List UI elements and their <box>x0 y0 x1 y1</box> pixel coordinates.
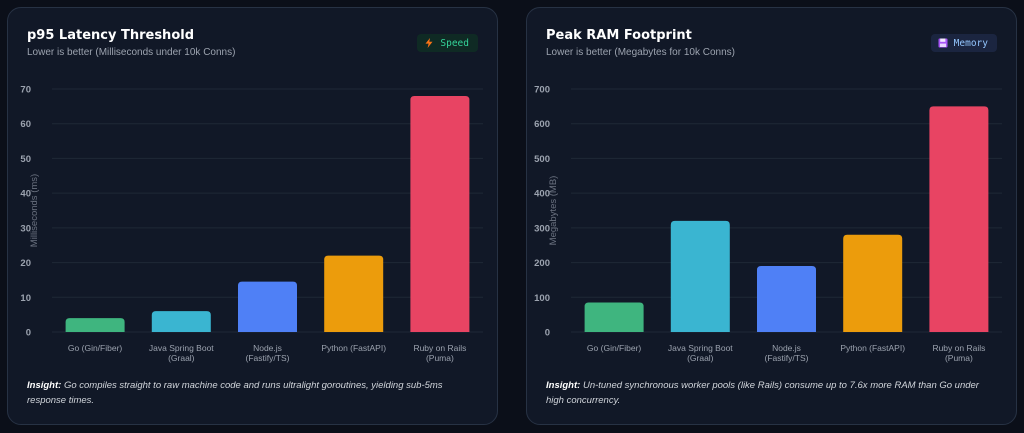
y-tick-label: 100 <box>534 293 550 304</box>
x-tick-label: Node.js (Fastify/TS) <box>246 343 290 363</box>
y-tick-label: 20 <box>20 258 31 269</box>
insight-text: Insight: Un-tuned synchronous worker poo… <box>546 378 986 408</box>
badge-label: Speed <box>440 37 469 49</box>
bar <box>843 234 903 332</box>
memory-chart-card: Peak RAM Footprint Lower is better (Mega… <box>526 7 1017 425</box>
y-tick-label: 60 <box>20 119 31 130</box>
x-tick-label: Ruby on Rails (Puma) <box>932 343 985 363</box>
y-axis-label: Megabytes (MB) <box>548 176 559 246</box>
y-tick-label: 400 <box>534 189 550 200</box>
floppy-disk-icon <box>938 38 948 48</box>
x-tick-label: Go (Gin/Fiber) <box>68 343 122 353</box>
chart-subtitle: Lower is better (Milliseconds under 10k … <box>27 47 236 58</box>
memory-badge: Memory <box>930 34 997 52</box>
speed-badge: Speed <box>417 34 478 52</box>
y-tick-label: 500 <box>534 154 550 165</box>
bar <box>410 95 470 332</box>
x-tick-label: Ruby on Rails (Puma) <box>413 343 466 363</box>
x-tick-label: Go (Gin/Fiber) <box>587 343 641 353</box>
lightning-bolt-icon <box>425 38 433 48</box>
y-axis-label: Milliseconds (ms) <box>29 174 40 247</box>
y-tick-label: 0 <box>545 328 550 339</box>
y-tick-label: 200 <box>534 258 550 269</box>
y-tick-label: 700 <box>534 85 550 96</box>
insight-label: Insight: <box>546 380 581 391</box>
y-tick-label: 50 <box>20 154 31 165</box>
memory-bar-chart: 0 100 200 300 400 500 600 700 Megabytes (MB) Go (… <box>534 85 1002 363</box>
insight-text: Insight: Go compiles straight to raw mac… <box>27 378 467 408</box>
y-tick-label: 30 <box>20 223 31 234</box>
chart-title: Peak RAM Footprint <box>546 28 692 43</box>
badge-label: Memory <box>953 37 988 49</box>
x-tick-label: Python (FastAPI) <box>321 343 386 353</box>
y-tick-label: 70 <box>20 85 31 96</box>
y-tick-label: 0 <box>26 328 31 339</box>
insight-body: Go compiles straight to raw machine code… <box>27 380 443 406</box>
bar <box>584 302 644 332</box>
x-tick-label: Node.js (Fastify/TS) <box>765 343 809 363</box>
bar <box>238 281 297 332</box>
y-tick-label: 600 <box>534 119 550 130</box>
y-tick-label: 40 <box>20 189 31 200</box>
bar <box>929 106 989 332</box>
bar <box>670 220 730 332</box>
y-tick-label: 300 <box>534 223 550 234</box>
insight-label: Insight: <box>27 380 62 391</box>
x-tick-label: Java Spring Boot (Graal) <box>149 343 214 363</box>
insight-body: Un-tuned synchronous worker pools (like … <box>546 380 979 406</box>
y-tick-label: 10 <box>20 293 31 304</box>
latency-chart-card: p95 Latency Threshold Lower is better (M… <box>7 7 498 425</box>
x-tick-label: Python (FastAPI) <box>840 343 905 353</box>
chart-title: p95 Latency Threshold <box>27 28 195 43</box>
bar <box>65 318 125 332</box>
bar <box>757 266 816 332</box>
chart-subtitle: Lower is better (Megabytes for 10k Conns… <box>546 47 735 58</box>
x-tick-label: Java Spring Boot (Graal) <box>668 343 733 363</box>
bar <box>151 311 211 332</box>
latency-bar-chart: 0 10 20 30 40 50 60 70 Milliseconds (ms) Go (Gin/… <box>20 85 483 363</box>
bar <box>324 255 384 332</box>
